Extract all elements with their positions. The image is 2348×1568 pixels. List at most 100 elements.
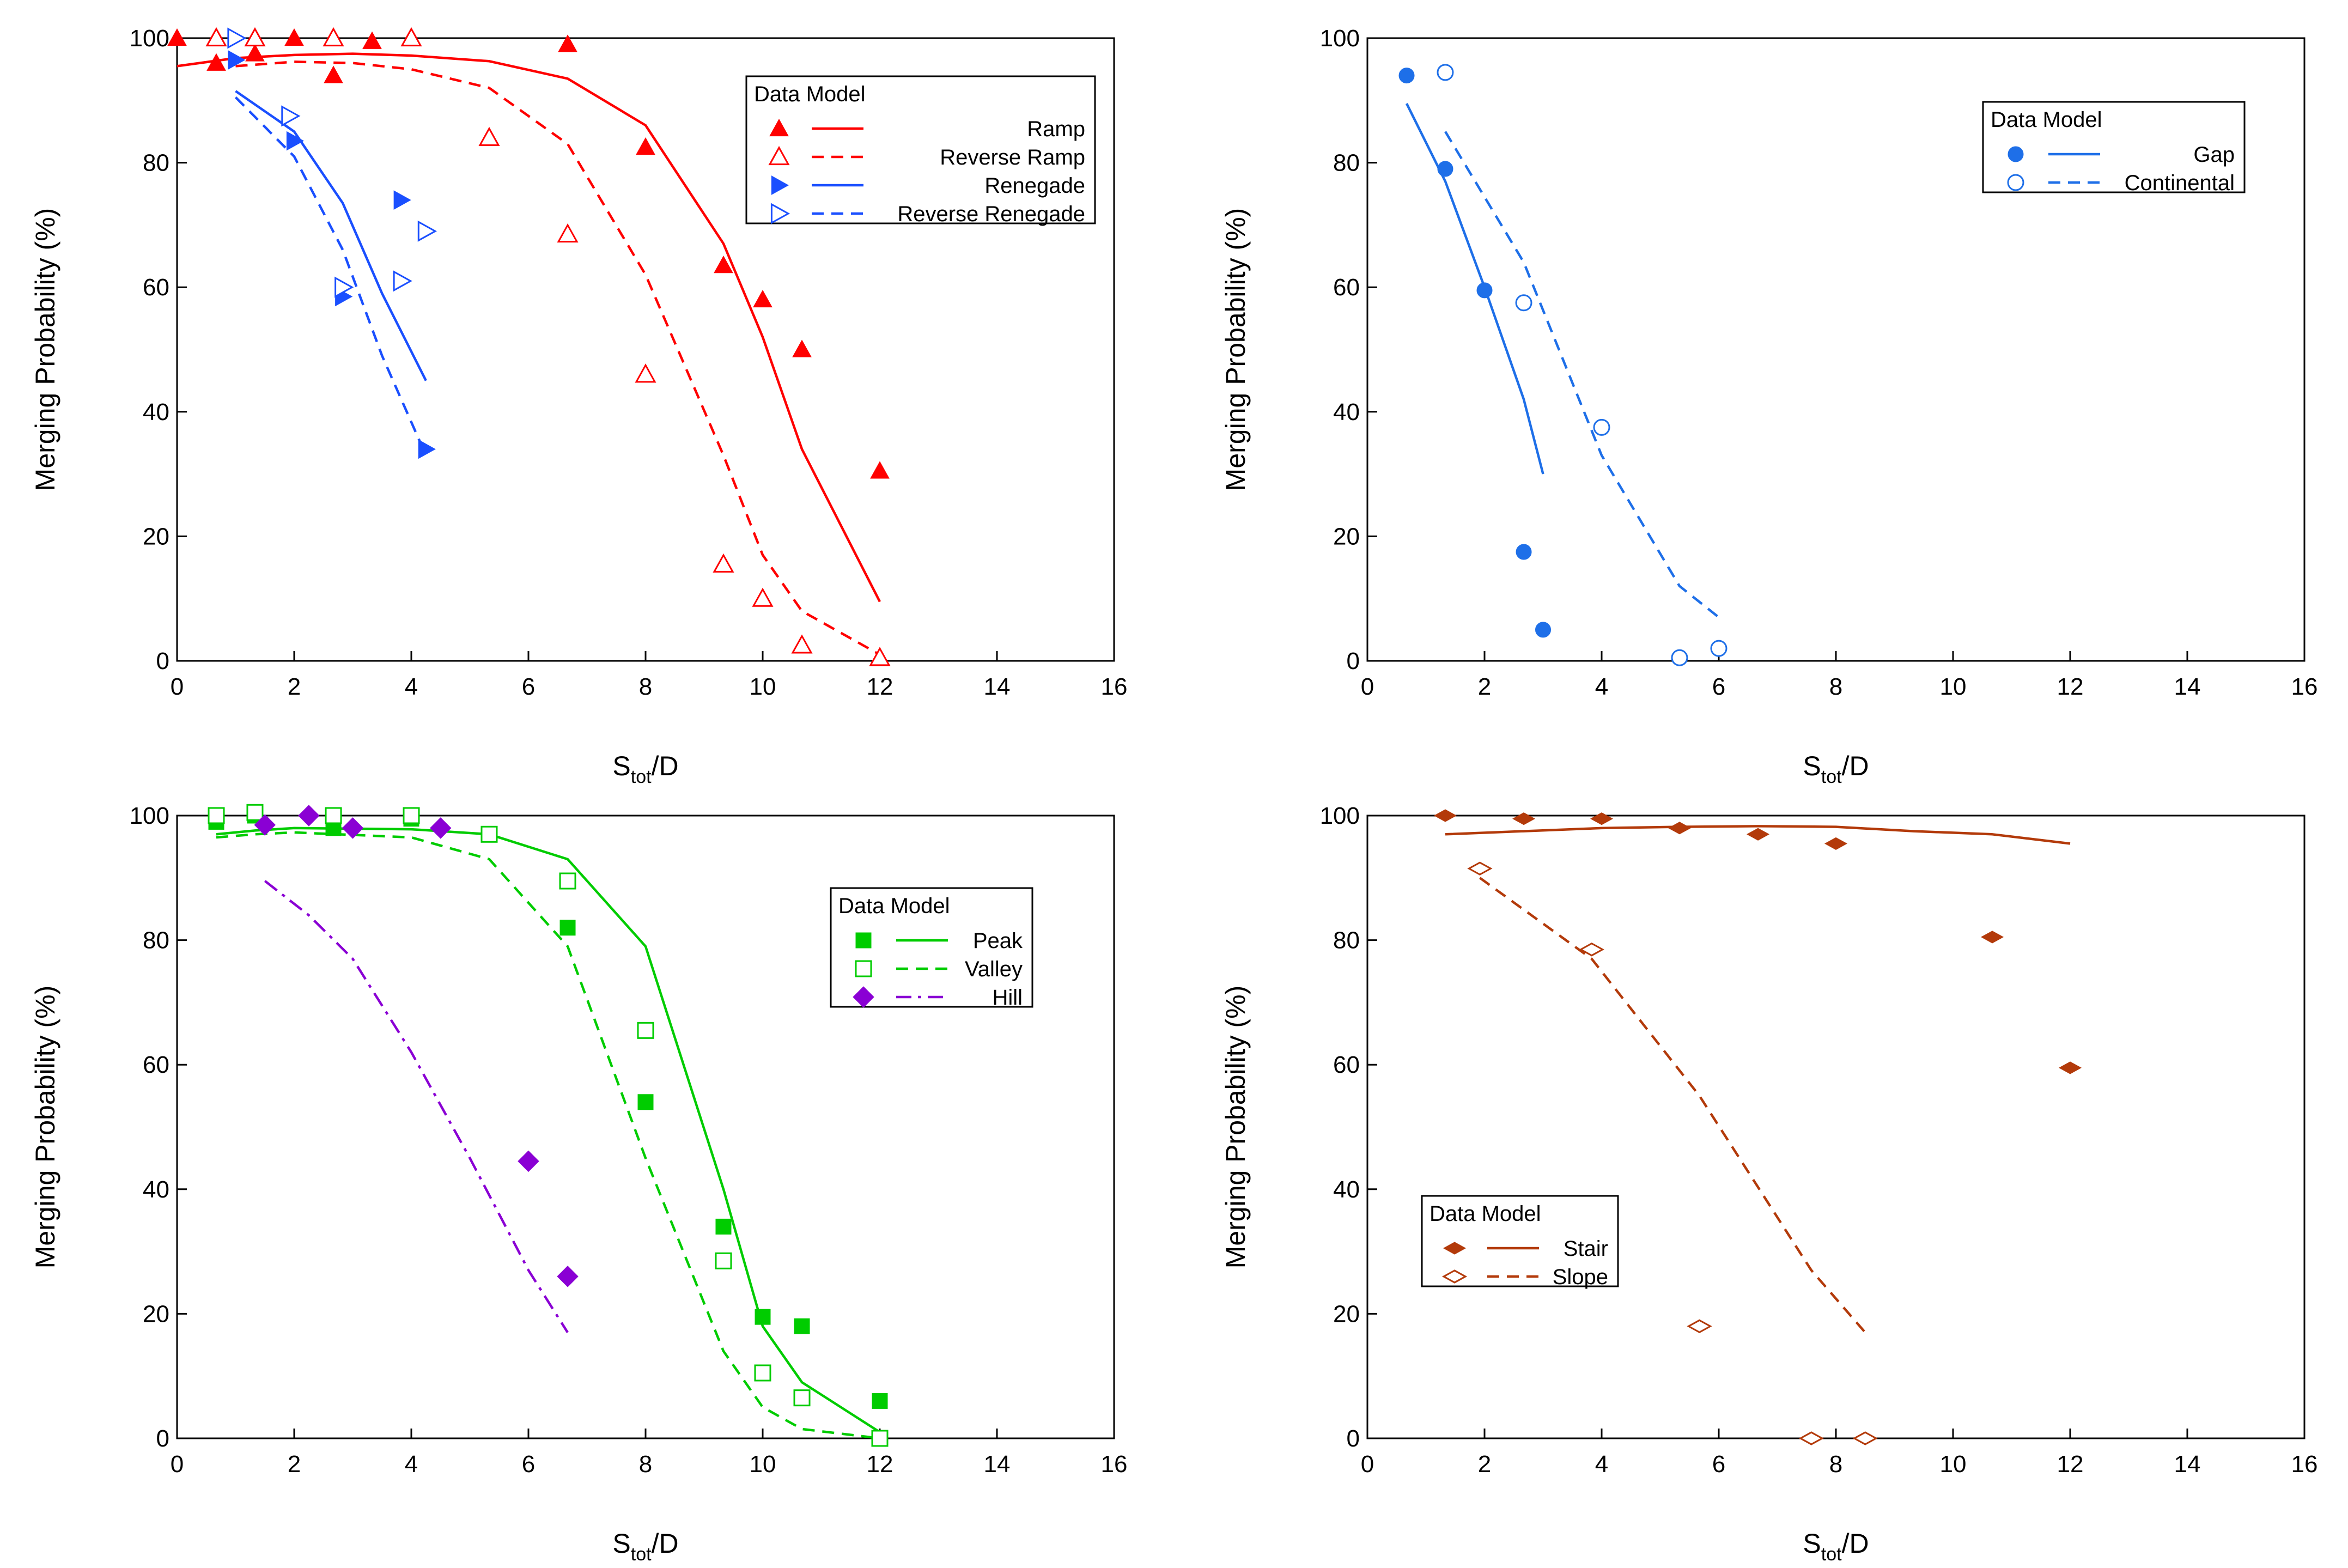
data-point-valley <box>325 807 342 824</box>
legend-label: Reverse Ramp <box>940 145 1085 169</box>
series-line-peak <box>216 826 881 1433</box>
x-tick-label: 12 <box>867 1451 893 1478</box>
legend-marker <box>2008 146 2024 162</box>
y-tick-label: 100 <box>130 25 169 52</box>
x-tick-label: 6 <box>522 673 535 700</box>
data-point-stair <box>1668 822 1692 835</box>
legend-box <box>1982 101 2246 193</box>
data-point-hill <box>298 805 320 826</box>
legend-marker <box>771 175 789 195</box>
legend-label: Hill <box>992 986 1023 1010</box>
y-axis-label: Merging Probability (%) <box>1220 986 1251 1269</box>
legend-title: Data Model <box>1430 1202 1541 1226</box>
y-tick-label: 20 <box>143 1300 169 1327</box>
series-line-stair <box>1445 825 2071 845</box>
data-point-valley <box>480 825 498 843</box>
legend-label: Reverse Renegade <box>897 202 1085 226</box>
legend-marker <box>768 145 790 166</box>
legend-marker <box>853 986 874 1008</box>
series-line-ramp <box>177 52 881 603</box>
data-point-continental <box>1515 294 1532 312</box>
x-axis-label-tail: /D <box>652 751 679 781</box>
data-point-reverse-ramp <box>323 27 344 47</box>
x-axis-label-tail: /D <box>652 1528 679 1559</box>
data-point-peak <box>637 1094 654 1110</box>
x-axis-label-tail: /D <box>1842 1528 1869 1559</box>
legend-label: Continental <box>2125 171 2235 195</box>
data-point-hill <box>254 814 276 836</box>
x-tick-label: 12 <box>2057 673 2084 700</box>
data-point-peak <box>715 1218 732 1235</box>
series-line-renegade <box>235 90 427 381</box>
data-point-reverse-ramp <box>244 27 266 47</box>
legend-label: Gap <box>2193 143 2235 167</box>
data-point-valley <box>246 804 264 821</box>
y-tick-label: 60 <box>1333 274 1360 301</box>
data-point-reverse-renegade <box>393 270 412 292</box>
x-tick-label: 4 <box>1595 1451 1608 1478</box>
data-point-ramp <box>558 34 577 52</box>
legend-marker <box>1443 1242 1467 1255</box>
data-point-ramp <box>792 339 812 357</box>
x-tick-label: 2 <box>1478 1451 1491 1478</box>
data-point-reverse-renegade <box>281 105 301 127</box>
x-tick-label: 0 <box>171 673 184 700</box>
panel-top-left: 0 2 4 6 8 10 12 14 16 0 20 40 60 80 100 Stot/D Merging P… <box>30 25 1127 787</box>
x-tick-label: 6 <box>522 1451 535 1478</box>
x-tick-label: 12 <box>2057 1451 2084 1478</box>
data-point-slope <box>1467 861 1493 876</box>
legend-box <box>745 75 1096 224</box>
legend-marker <box>855 960 872 977</box>
x-tick-label: 16 <box>1101 1451 1128 1478</box>
data-point-ramp <box>245 44 265 62</box>
data-point-stair <box>1590 812 1614 825</box>
data-point-stair <box>1824 837 1848 850</box>
x-tick-label: 0 <box>1361 1451 1374 1478</box>
x-tick-label: 6 <box>1712 673 1725 700</box>
x-tick-label: 6 <box>1712 1451 1725 1478</box>
data-point-reverse-ramp <box>869 647 891 666</box>
data-point-reverse-renegade <box>227 27 247 49</box>
data-point-gap <box>1398 68 1415 84</box>
data-point-renegade <box>286 131 305 151</box>
x-tick-label: 14 <box>2174 1451 2201 1478</box>
x-tick-label: 2 <box>288 673 301 700</box>
legend-label: Valley <box>965 957 1023 981</box>
panel-top-right: 0 2 4 6 8 10 12 14 16 0 20 40 60 80 100 Stot/D Merging P… <box>1220 25 2317 787</box>
legend-title: Data Model <box>754 82 866 106</box>
panel-bottom-left: 0 2 4 6 8 10 12 14 16 0 20 40 60 80 100 Stot/D Merging P… <box>30 803 1127 1565</box>
data-point-reverse-ramp <box>205 27 227 47</box>
data-point-continental <box>1593 418 1610 436</box>
y-tick-label: 80 <box>1333 150 1360 177</box>
x-tick-label: 0 <box>1361 673 1374 700</box>
x-tick-label: 8 <box>639 673 652 700</box>
data-point-slope <box>1579 943 1604 957</box>
data-point-ramp <box>714 256 733 274</box>
x-tick-label: 10 <box>1940 673 1967 700</box>
y-axis-label: Merging Probability (%) <box>30 986 60 1269</box>
data-point-renegade <box>228 50 246 70</box>
x-axis-label: Stot/D <box>1803 1528 1869 1565</box>
data-point-reverse-ramp <box>713 553 734 573</box>
legend-label: Ramp <box>1027 117 1085 141</box>
x-tick-label: 10 <box>1940 1451 1967 1478</box>
x-tick-label: 14 <box>2174 673 2201 700</box>
data-point-continental <box>1437 64 1454 81</box>
y-tick-label: 40 <box>143 399 169 426</box>
y-tick-label: 100 <box>1320 25 1360 52</box>
data-point-reverse-ramp <box>791 634 813 654</box>
data-point-reverse-ramp <box>557 223 579 243</box>
data-point-hill <box>518 1150 539 1172</box>
legend-marker <box>769 118 789 137</box>
series-line-continental <box>1444 131 1720 618</box>
x-axis-label-main: S <box>612 751 630 781</box>
legend-label: Slope <box>1553 1265 1608 1289</box>
x-tick-label: 8 <box>639 1451 652 1478</box>
data-point-ramp <box>206 53 226 71</box>
y-tick-label: 0 <box>1347 648 1360 674</box>
x-tick-label: 4 <box>405 1451 418 1478</box>
legend-marker <box>770 203 790 224</box>
legend-marker <box>1441 1269 1468 1284</box>
data-point-gap <box>1535 622 1551 638</box>
